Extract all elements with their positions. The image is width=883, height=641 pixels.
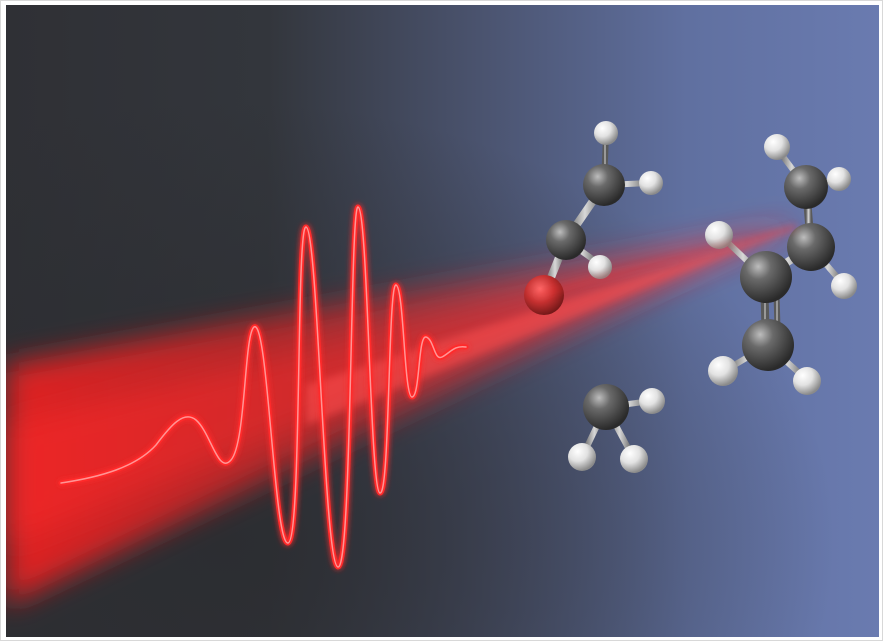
carbon-atom: [546, 220, 586, 260]
carbon-atom: [742, 319, 794, 371]
scene-svg: [6, 5, 879, 637]
carbon-atom: [740, 251, 792, 303]
ionized-atom: [524, 275, 564, 315]
laser-molecule-illustration: [6, 5, 879, 637]
hydrogen-atom: [827, 167, 851, 191]
hydrogen-atom: [705, 221, 733, 249]
hydrogen-atom: [793, 367, 821, 395]
hydrogen-atom: [594, 121, 618, 145]
beam-core: [535, 225, 797, 297]
hydrogen-atom: [639, 388, 665, 414]
carbon-atom: [787, 223, 835, 271]
laser-beam: [6, 223, 796, 605]
carbon-atom: [583, 164, 625, 206]
laser-pulse-highlight: [60, 206, 467, 568]
hydrogen-atom: [708, 356, 738, 386]
hydrogen-atom: [831, 273, 857, 299]
hydrogen-atom: [568, 443, 596, 471]
hydrogen-atom: [764, 134, 790, 160]
carbon-atom: [784, 165, 828, 209]
molecule-propene: [705, 134, 857, 395]
molecule-vinyl: [524, 121, 663, 315]
hydrogen-atom: [639, 171, 663, 195]
hydrogen-atom: [620, 445, 648, 473]
carbon-atom: [583, 384, 629, 430]
hydrogen-atom: [588, 255, 612, 279]
molecule-methyl: [568, 384, 665, 473]
